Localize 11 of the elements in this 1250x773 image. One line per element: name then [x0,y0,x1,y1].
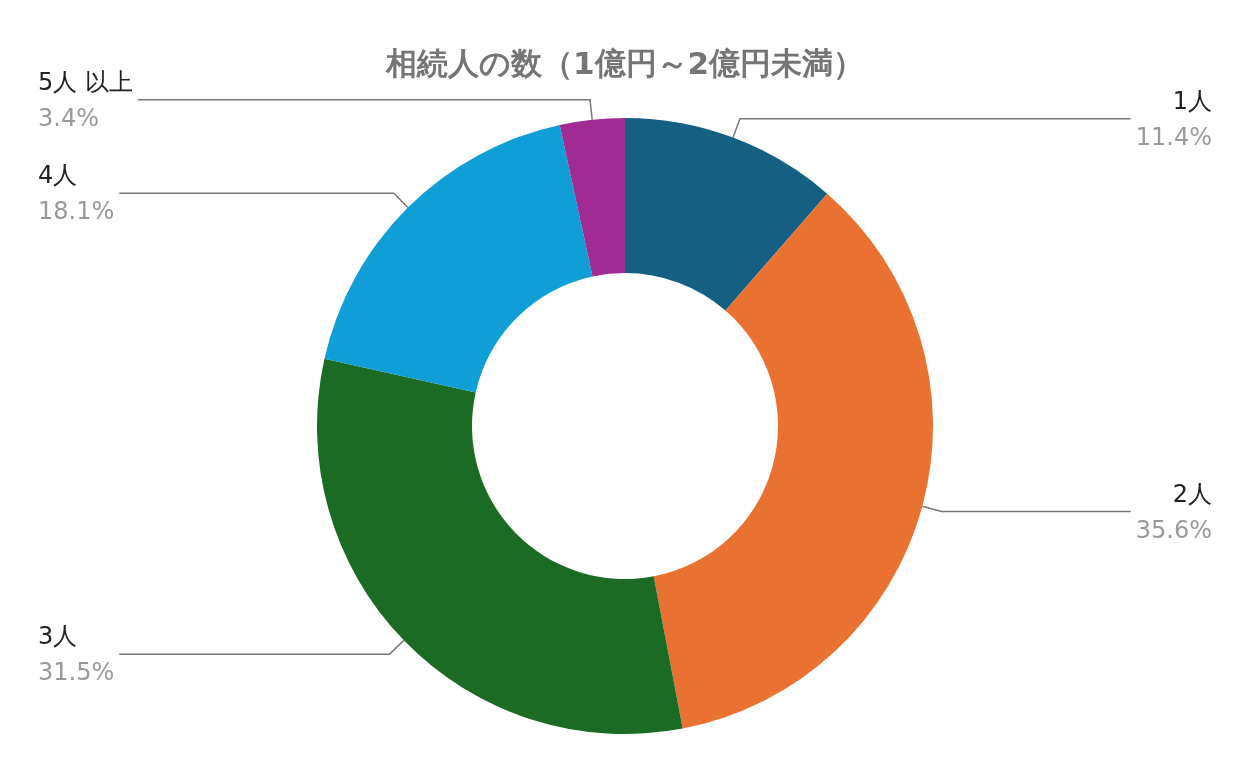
slice-label: 2人 [1172,479,1212,508]
data-label: 11.4% [1135,122,1212,151]
chart-title: 相続人の数（1億円～2億円未満） [384,44,865,81]
slice-label: 5人 以上 [38,67,133,96]
data-label: 3.4% [38,103,99,132]
slice-label: 3人 [38,622,78,651]
data-label: 18.1% [38,197,115,226]
data-label: 35.6% [1135,515,1212,544]
slice-label: 1人 [1172,86,1212,115]
slice-label: 4人 [38,161,78,190]
data-label: 31.5% [38,658,115,687]
